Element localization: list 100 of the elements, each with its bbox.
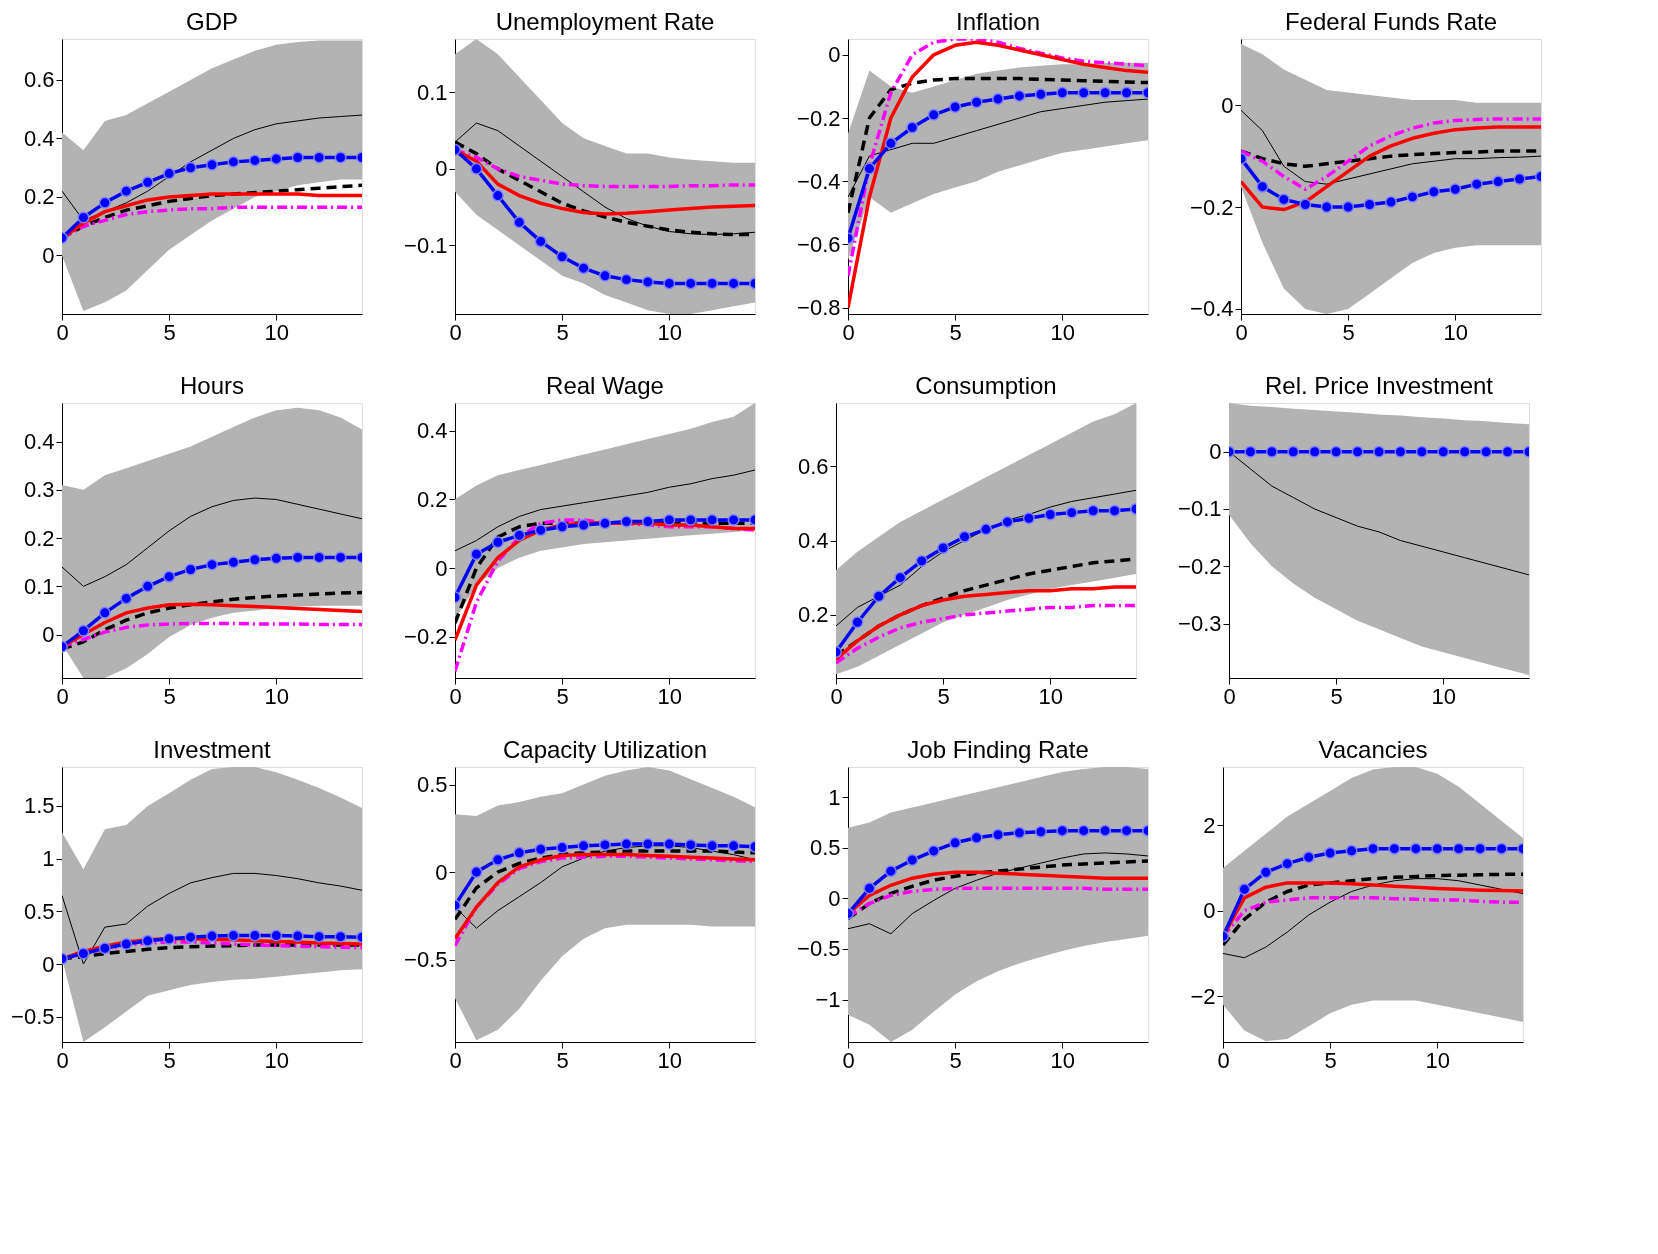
point [1238, 883, 1251, 896]
y-tick-label: −0.2 [797, 105, 841, 131]
y-tick-label: 2 [1203, 812, 1216, 838]
x-tick-label: 10 [657, 683, 683, 709]
point [663, 277, 676, 290]
point [620, 838, 633, 851]
point [1099, 824, 1112, 837]
point [851, 616, 864, 629]
point [313, 930, 326, 943]
point [120, 592, 133, 605]
point [513, 216, 526, 229]
y-tick-label: −2 [1190, 983, 1216, 1009]
point [1492, 175, 1505, 188]
point [1277, 193, 1290, 206]
y-tick-label: 0.2 [797, 602, 829, 628]
point [958, 530, 971, 543]
point [291, 930, 304, 943]
x-tick-label: 5 [949, 1047, 962, 1073]
line-series [1241, 125, 1541, 212]
chart-title: Vacancies [1318, 736, 1428, 763]
chart-title: Unemployment Rate [495, 8, 715, 35]
point [141, 580, 154, 593]
point [513, 846, 526, 859]
x-tick-label: 5 [937, 683, 950, 709]
point [1449, 183, 1462, 196]
y-tick-label: −0.2 [1190, 194, 1234, 220]
x-tick-label: 10 [657, 319, 683, 345]
point [872, 590, 885, 603]
point [1120, 824, 1133, 837]
point [1388, 842, 1401, 855]
point [1108, 504, 1121, 517]
point [98, 606, 111, 619]
point [334, 151, 347, 164]
chart-title: Investment [153, 736, 272, 763]
y-tick-label: 0.5 [809, 835, 841, 861]
x-tick-label: 5 [1324, 1047, 1337, 1073]
point [1324, 846, 1337, 859]
x-tick-label: 10 [264, 1047, 290, 1073]
point [915, 554, 928, 567]
x-tick-label: 5 [556, 1047, 569, 1073]
point [727, 277, 740, 290]
point [1513, 173, 1526, 186]
point [227, 556, 240, 569]
x-tick-label: 10 [657, 1047, 683, 1073]
y-tick-label: 0 [435, 156, 448, 182]
point [141, 934, 154, 947]
point [1259, 866, 1272, 879]
chart-title: Federal Funds Rate [1284, 8, 1498, 35]
point [206, 558, 218, 571]
point [120, 185, 133, 198]
y-tick-label: 0 [1221, 92, 1234, 118]
point [1320, 201, 1333, 214]
point [120, 938, 133, 950]
point [270, 929, 283, 942]
point [599, 838, 611, 851]
y-tick-label: 0.3 [23, 477, 55, 503]
y-tick-label: 0 [1209, 439, 1222, 465]
y-tick-label: 0 [435, 555, 448, 581]
y-tick-label: 0.2 [23, 525, 55, 551]
point [884, 865, 897, 878]
point [663, 838, 676, 851]
point [992, 93, 1004, 106]
point [334, 930, 347, 943]
point [1087, 504, 1100, 517]
chart-title: GDP [185, 8, 239, 35]
point [270, 152, 283, 165]
line-series [836, 585, 1136, 662]
point [1001, 515, 1014, 528]
point [1474, 842, 1487, 855]
point [470, 866, 483, 879]
point [641, 838, 654, 851]
point [1385, 195, 1397, 208]
point [1495, 842, 1508, 855]
point [556, 520, 569, 533]
point [163, 570, 176, 583]
point [98, 942, 111, 955]
y-tick-label: 0.4 [416, 418, 448, 443]
x-tick-label: 10 [1050, 319, 1076, 345]
y-tick-label: −0.4 [797, 168, 841, 194]
point [980, 523, 992, 536]
point [906, 854, 919, 866]
y-tick-label: 0 [42, 951, 55, 977]
chart-title: Job Finding Rate [907, 736, 1089, 763]
x-tick-label: 10 [1425, 1047, 1451, 1073]
point [163, 167, 176, 180]
point [1120, 86, 1133, 99]
point [470, 548, 483, 561]
y-tick-label: 0 [828, 885, 841, 911]
point [163, 932, 176, 945]
point [1299, 198, 1312, 211]
y-tick-label: 0 [828, 42, 841, 68]
x-tick-label: 5 [163, 319, 176, 345]
y-tick-label: −0.8 [797, 295, 841, 321]
point [927, 844, 940, 857]
point [684, 838, 697, 851]
y-tick-label: 0 [435, 859, 448, 885]
y-tick-label: 1.5 [23, 793, 55, 819]
point [599, 269, 611, 282]
point [1470, 178, 1483, 191]
point [706, 277, 719, 290]
